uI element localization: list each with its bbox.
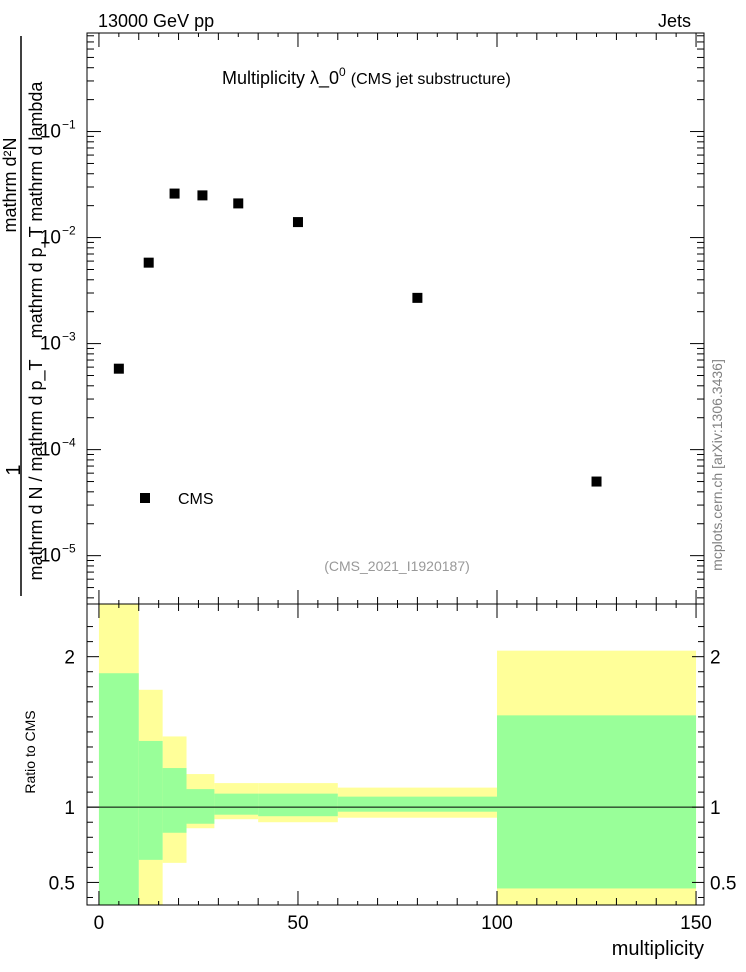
main-ytick-label: 10	[40, 334, 61, 355]
data-point-cms	[197, 190, 208, 201]
main-ytick-label: 10	[40, 228, 61, 249]
xtick-label: 100	[481, 913, 513, 934]
ratio-band-1-bin-0	[98, 673, 139, 905]
main-y-axis-label: 1 mathrm d²N mathrm d p_T mathrm d lambd…	[0, 36, 47, 596]
main-ytick-label-exp: −1	[62, 118, 76, 132]
data-point-cms	[233, 198, 244, 209]
ratio-ytick-label-right: 2	[710, 648, 721, 669]
ylabel-denominator-extra: mathrm d p_T mathrm d lambda	[26, 81, 47, 339]
ratio-plot-frame	[86, 603, 705, 906]
mcplots-side-label: mcplots.cern.ch [arXiv:1306.3436]	[709, 359, 725, 571]
main-ytick-label-exp: −4	[62, 436, 76, 450]
ratio-ytick-label-right: 1	[710, 798, 721, 819]
ylabel-numerator: mathrm d²N	[0, 137, 20, 232]
plot-title-sup: 0	[339, 65, 346, 79]
jets-label: Jets	[658, 11, 691, 31]
ratio-band-1-bin-7	[497, 715, 697, 889]
data-point-cms	[169, 188, 180, 199]
main-ytick-label-exp: −5	[62, 542, 76, 556]
main-plot-panel: 10−510−410−310−210−1	[40, 33, 704, 604]
main-plot-frame	[86, 32, 705, 605]
ratio-y-axis-label: Ratio to CMS	[22, 710, 38, 793]
ratio-band-1-bin-1	[138, 740, 163, 860]
ylabel-denominator: mathrm d N / mathrm d p_T	[26, 359, 47, 580]
ratio-band-1-bin-2	[162, 768, 187, 833]
ratio-ytick-label: 1	[64, 798, 75, 819]
xtick-label: 0	[94, 913, 105, 934]
xtick-label: 150	[680, 913, 712, 934]
x-axis-label: multiplicity	[612, 938, 704, 960]
ratio-band-1-bin-5	[258, 793, 338, 817]
plot-subtitle: (CMS jet substructure)	[351, 71, 511, 88]
main-ytick-label-exp: −3	[62, 330, 76, 344]
ratio-ytick-label: 2	[64, 648, 75, 669]
data-point-cms	[292, 217, 303, 228]
data-point-cms	[591, 476, 602, 487]
energy-label: 13000 GeV pp	[98, 11, 214, 31]
legend-marker-cms	[140, 493, 150, 503]
data-point-cms	[143, 257, 154, 268]
ratio-band-1-bin-6	[337, 796, 498, 812]
xtick-label: 50	[287, 913, 308, 934]
ratio-ytick-label-right: 0.5	[710, 873, 736, 894]
ratio-band-1-bin-3	[186, 789, 215, 824]
data-point-cms	[412, 292, 423, 303]
main-ytick-label: 10	[40, 122, 61, 143]
main-ytick-label: 10	[40, 546, 61, 567]
legend-label-cms: CMS	[178, 491, 214, 508]
data-point-cms	[113, 363, 124, 374]
ylabel-prefix: 1	[3, 464, 25, 475]
plot-title: Multiplicity λ_00 (CMS jet substructure)	[222, 65, 511, 89]
ratio-band-1-bin-4	[214, 793, 259, 815]
analysis-label: (CMS_2021_I1920187)	[324, 558, 470, 574]
main-ytick-label: 10	[40, 440, 61, 461]
main-ytick-label-exp: −2	[62, 224, 76, 238]
plot-title-main: Multiplicity λ_0	[222, 68, 339, 89]
ratio-plot-panel: 0.5 0.5 1 1 2 2 0 50 100 150	[49, 604, 736, 934]
ratio-ytick-label: 0.5	[49, 873, 75, 894]
